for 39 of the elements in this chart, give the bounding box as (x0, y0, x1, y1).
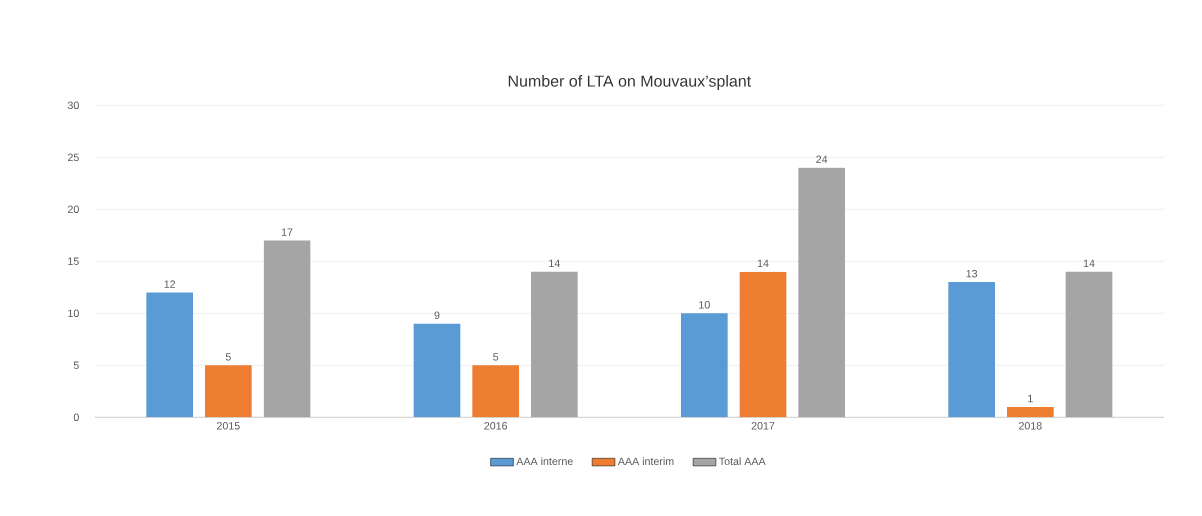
data-label: 13 (966, 269, 978, 278)
data-label: 14 (549, 259, 560, 268)
x-tick-label: 2018 (1019, 422, 1042, 430)
y-tick-label: 10 (68, 309, 79, 318)
bar (681, 313, 728, 418)
y-tick-label: 30 (67, 101, 79, 110)
data-label: 10 (699, 301, 710, 309)
bar (413, 323, 461, 418)
bar (1065, 271, 1113, 418)
x-tick-label: 2016 (484, 422, 508, 430)
bar (1007, 406, 1054, 418)
bar (472, 365, 520, 418)
y-tick-label: 25 (67, 153, 79, 162)
data-label: 24 (816, 155, 828, 164)
legend-label: AAA interim (617, 457, 674, 466)
legend-label: AAA interne (516, 457, 573, 466)
bar (948, 282, 995, 418)
data-label: 9 (434, 311, 440, 320)
x-tick-label: 2017 (751, 422, 775, 430)
y-tick-label: 15 (68, 257, 79, 266)
bar (739, 271, 787, 418)
data-label: 17 (281, 228, 293, 236)
bar (531, 271, 578, 418)
y-tick-label: 20 (67, 205, 79, 214)
legend-label: Total AAA (719, 457, 766, 466)
bar (263, 240, 311, 418)
data-label: 5 (225, 353, 231, 361)
x-tick-label: 2015 (217, 422, 240, 430)
data-label: 14 (1083, 259, 1095, 268)
chart-title: Number of LTA on Mouvaux’splant (508, 75, 752, 90)
y-tick-label: 5 (73, 361, 79, 370)
data-label: 14 (757, 259, 769, 268)
data-label: 1 (1028, 394, 1033, 403)
y-tick-label: 0 (73, 413, 79, 422)
data-label: 12 (164, 280, 176, 288)
bar (205, 365, 252, 418)
bar (798, 167, 845, 418)
bar (146, 292, 194, 418)
data-label: 5 (493, 353, 499, 361)
